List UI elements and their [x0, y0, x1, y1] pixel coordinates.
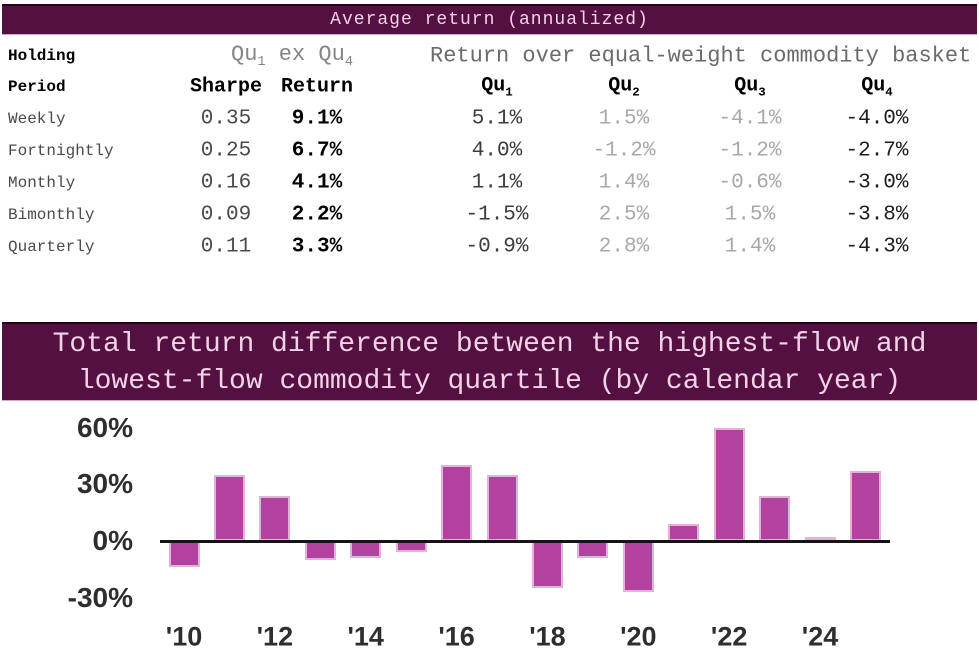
chart-bar-2017 — [486, 474, 518, 541]
table-cell: 3.3% — [291, 235, 343, 259]
table-cell: 1.4% — [724, 235, 776, 259]
table-header-qu1-ex-qu4: Qu1 ex Qu4 — [231, 41, 353, 71]
table-cell: 1.5% — [598, 107, 650, 131]
x-axis-tick-label: '14 — [347, 621, 384, 652]
row-label-weekly: Weekly — [8, 110, 66, 128]
table-cell: 2.2% — [291, 203, 343, 227]
table-cell: -1.2% — [718, 139, 782, 163]
column-header-qu1: Qu1 — [481, 74, 513, 100]
table-cell: -4.1% — [718, 107, 782, 131]
chart-bar-2022 — [713, 427, 745, 541]
table-cell: 0.25 — [200, 139, 252, 163]
x-axis-tick-label: '20 — [620, 621, 657, 652]
chart-bar-2014 — [350, 541, 382, 558]
table-cell: -1.2% — [592, 139, 656, 163]
table-cell: 0.11 — [200, 235, 252, 259]
table-title-band: Average return (annualized) — [2, 4, 977, 35]
table-cell: -3.8% — [845, 203, 909, 227]
y-axis-tick-label: 0% — [92, 525, 133, 556]
chart-bar-2012 — [259, 495, 291, 541]
column-header-qu2: Qu2 — [608, 74, 640, 100]
x-axis-tick-label: '16 — [438, 621, 475, 652]
y-axis-tick-label: -30% — [67, 581, 133, 613]
column-header-return: Return — [280, 75, 354, 99]
table-cell: -4.3% — [845, 235, 909, 259]
table-cell: 5.1% — [471, 107, 523, 131]
chart-title-band: Total return difference between the high… — [2, 322, 977, 401]
x-axis-tick-label: '22 — [710, 621, 748, 652]
chart-bar-2010 — [168, 541, 200, 568]
table-header-period: Period — [8, 78, 66, 96]
table-cell: 4.0% — [471, 139, 523, 163]
table-cell: 1.1% — [471, 171, 523, 195]
chart-bar-2019 — [577, 541, 609, 558]
table-cell: 0.16 — [200, 171, 252, 195]
table-cell: 2.8% — [598, 235, 650, 259]
table-cell: 9.1% — [291, 107, 343, 131]
table-title: Average return (annualized) — [330, 10, 649, 30]
x-axis-tick-label: '24 — [801, 621, 839, 652]
table-cell: -4.0% — [845, 107, 909, 131]
chart-bar-2013 — [304, 541, 336, 560]
table-cell: 1.5% — [724, 203, 776, 227]
chart-bar-2021 — [668, 523, 700, 541]
table-cell: 0.35 — [200, 107, 252, 131]
table-cell: -0.6% — [718, 171, 782, 195]
row-label-bimonthly: Bimonthly — [8, 206, 95, 224]
table-cell: -1.5% — [465, 203, 529, 227]
table-cell: 0.09 — [200, 203, 252, 227]
chart-bar-2025 — [849, 471, 881, 541]
table-header-return-over-basket: Return over equal-weight commodity baske… — [430, 43, 972, 69]
column-header-qu3: Qu3 — [734, 74, 766, 100]
chart-bar-2020 — [622, 541, 654, 592]
column-header-sharpe: Sharpe — [189, 75, 263, 99]
chart-title-line1: Total return difference between the high… — [52, 329, 927, 360]
column-header-qu4: Qu4 — [861, 74, 893, 100]
x-axis-tick-label: '12 — [256, 621, 294, 652]
table-cell: -0.9% — [465, 235, 529, 259]
table-cell: 6.7% — [291, 139, 343, 163]
table-cell: -3.0% — [845, 171, 909, 195]
chart-bar-2023 — [759, 495, 791, 541]
table-cell: -2.7% — [845, 139, 909, 163]
chart-bar-2011 — [213, 474, 245, 541]
x-axis-tick-label: '10 — [165, 621, 203, 652]
y-axis-tick-label: 30% — [76, 468, 133, 500]
chart-bar-2016 — [441, 465, 473, 541]
chart-bar-2018 — [531, 541, 563, 589]
table-header-holding: Holding — [8, 47, 76, 65]
row-label-quarterly: Quarterly — [8, 238, 95, 256]
table-cell: 2.5% — [598, 203, 650, 227]
table-cell: 4.1% — [291, 171, 343, 195]
x-axis-zero-line — [160, 539, 890, 543]
y-axis-tick-label: 60% — [76, 411, 133, 443]
table-cell: 1.4% — [598, 171, 650, 195]
chart-title-line2: lowest-flow commodity quartile (by calen… — [77, 366, 902, 397]
row-label-fortnightly: Fortnightly — [8, 142, 114, 160]
row-label-monthly: Monthly — [8, 174, 76, 192]
x-axis-tick-label: '18 — [529, 621, 566, 652]
chart-bar-2015 — [395, 541, 427, 553]
